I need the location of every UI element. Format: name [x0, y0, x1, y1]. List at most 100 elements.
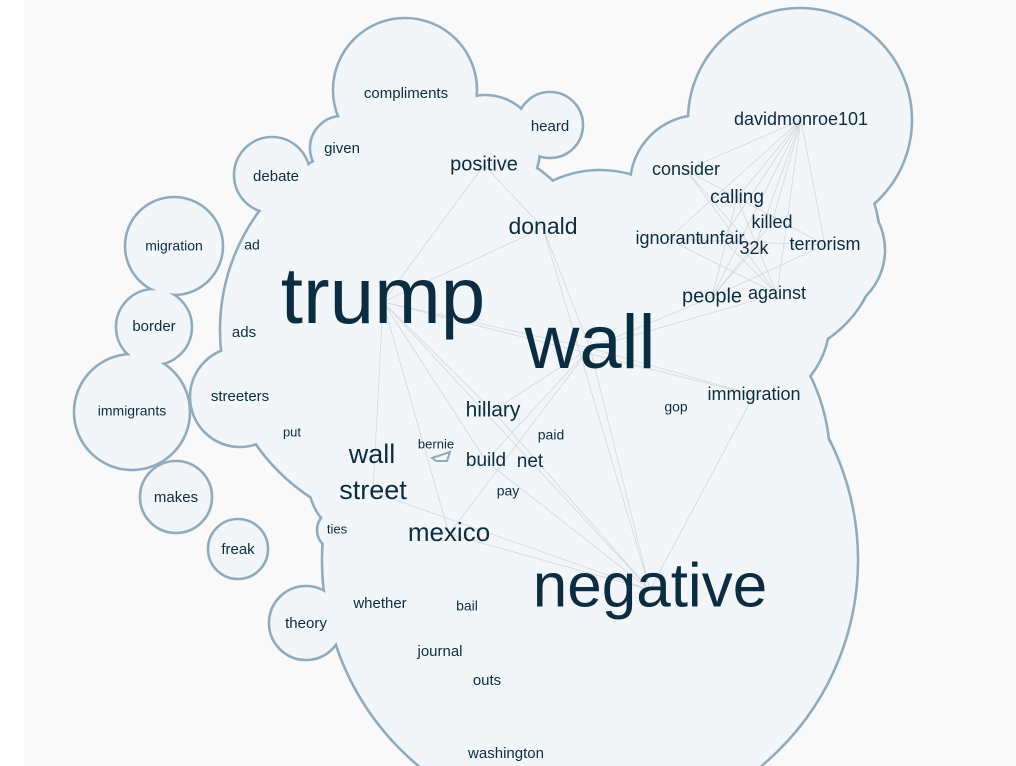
word-label-migration[interactable]: migration	[145, 238, 203, 254]
word-link	[685, 169, 826, 246]
word-label-davidmonroe101[interactable]: davidmonroe101	[734, 109, 868, 129]
word-link	[711, 119, 802, 298]
word-label-unfair[interactable]: unfair	[699, 228, 744, 248]
word-label-bail[interactable]: bail	[456, 598, 478, 614]
word-link	[649, 394, 755, 591]
bubble-fill	[334, 19, 476, 161]
word-label-makes[interactable]: makes	[154, 489, 198, 506]
word-label-compliments[interactable]: compliments	[364, 85, 448, 102]
bubble-fill	[126, 198, 222, 294]
word-label-outs[interactable]: outs	[473, 672, 501, 689]
word-label-wall2[interactable]: wall	[348, 439, 396, 469]
word-link	[685, 169, 755, 250]
word-link	[542, 227, 651, 591]
word-label-consider[interactable]: consider	[652, 159, 720, 179]
word-label-people[interactable]: people	[682, 285, 742, 307]
word-label-trump[interactable]: trump	[281, 251, 486, 340]
bubble-fill	[235, 138, 309, 212]
word-link	[382, 301, 651, 591]
word-label-debate[interactable]: debate	[253, 168, 299, 185]
word-link	[721, 119, 802, 240]
bubble-fill	[275, 418, 305, 448]
word-link	[711, 222, 773, 298]
word-link	[382, 164, 485, 303]
word-label-mexico[interactable]: mexico	[408, 517, 490, 547]
word-link	[372, 301, 384, 493]
word-label-immigrants[interactable]: immigrants	[98, 403, 166, 419]
bubble-fill	[436, 691, 574, 766]
word-link	[711, 244, 826, 298]
word-label-whether[interactable]: whether	[352, 595, 406, 612]
word-label-ad[interactable]: ad	[244, 237, 260, 253]
word-label-heard[interactable]: heard	[531, 118, 569, 135]
word-label-put[interactable]: put	[283, 424, 301, 439]
word-label-hillary[interactable]: hillary	[466, 399, 521, 422]
word-link	[485, 347, 591, 462]
word-label-immigration[interactable]: immigration	[707, 384, 800, 404]
word-label-theory[interactable]: theory	[285, 615, 327, 632]
word-link	[382, 227, 544, 303]
word-label-build[interactable]: build	[466, 450, 506, 471]
word-link	[382, 301, 755, 396]
word-label-calling[interactable]: calling	[710, 187, 764, 208]
word-link	[382, 301, 450, 535]
bubble-fill	[318, 511, 356, 549]
word-link	[382, 301, 591, 349]
word-link	[771, 119, 802, 224]
word-links	[372, 119, 826, 591]
bubble-fill	[651, 231, 829, 409]
bubble-fill	[403, 653, 477, 727]
word-label-terrorism[interactable]: terrorism	[790, 234, 861, 254]
word-link	[589, 347, 755, 396]
word-labels: trump wall negative donald positive complimen…	[98, 85, 868, 762]
word-label-paid[interactable]: paid	[538, 427, 564, 443]
word-label-wall[interactable]: wall	[524, 300, 656, 385]
word-label-pay[interactable]: pay	[497, 483, 520, 499]
word-label-washington[interactable]: washington	[467, 745, 544, 762]
word-link	[736, 119, 802, 199]
word-link	[589, 293, 778, 349]
word-label-donald[interactable]: donald	[508, 213, 577, 239]
word-link	[372, 491, 651, 591]
word-label-bernie[interactable]: bernie	[418, 436, 454, 451]
word-label-freak[interactable]: freak	[221, 541, 255, 558]
word-label-ads[interactable]: ads	[232, 324, 256, 341]
word-label-ignorant[interactable]: ignorant	[635, 228, 700, 248]
word-link	[667, 238, 826, 246]
word-label-negative[interactable]: negative	[533, 551, 767, 620]
bubble-fill	[334, 557, 426, 649]
bubble-fills	[75, 9, 911, 766]
word-label-journal[interactable]: journal	[416, 643, 462, 660]
word-link	[667, 238, 778, 295]
word-label-positive[interactable]: positive	[450, 153, 518, 175]
word-label-street[interactable]: street	[339, 475, 407, 505]
word-label-given[interactable]: given	[324, 140, 360, 157]
word-label-killed[interactable]: killed	[751, 212, 792, 232]
word-link	[485, 460, 651, 591]
word-label-net[interactable]: net	[517, 451, 544, 472]
word-link	[492, 410, 651, 591]
word-link	[667, 119, 802, 240]
word-link	[382, 301, 487, 462]
word-link	[589, 347, 651, 591]
word-link	[721, 238, 778, 295]
word-link	[800, 119, 826, 246]
word-label-border[interactable]: border	[132, 318, 175, 335]
bubble-fill	[141, 462, 211, 532]
bubble-fill	[270, 587, 342, 659]
word-link	[711, 197, 738, 298]
word-link	[448, 533, 651, 591]
word-label-streeters[interactable]: streeters	[211, 388, 269, 405]
bubble-fill	[191, 348, 289, 446]
bubble-fill	[117, 290, 191, 364]
word-label-against[interactable]: against	[748, 283, 806, 303]
word-label-gop[interactable]: gop	[664, 399, 688, 415]
word-link	[685, 169, 778, 295]
word-link	[685, 119, 802, 171]
word-label-32k[interactable]: 32k	[739, 238, 769, 258]
bubble-fill	[209, 520, 267, 578]
word-label-ties[interactable]: ties	[327, 521, 348, 536]
link-shape	[429, 450, 452, 462]
